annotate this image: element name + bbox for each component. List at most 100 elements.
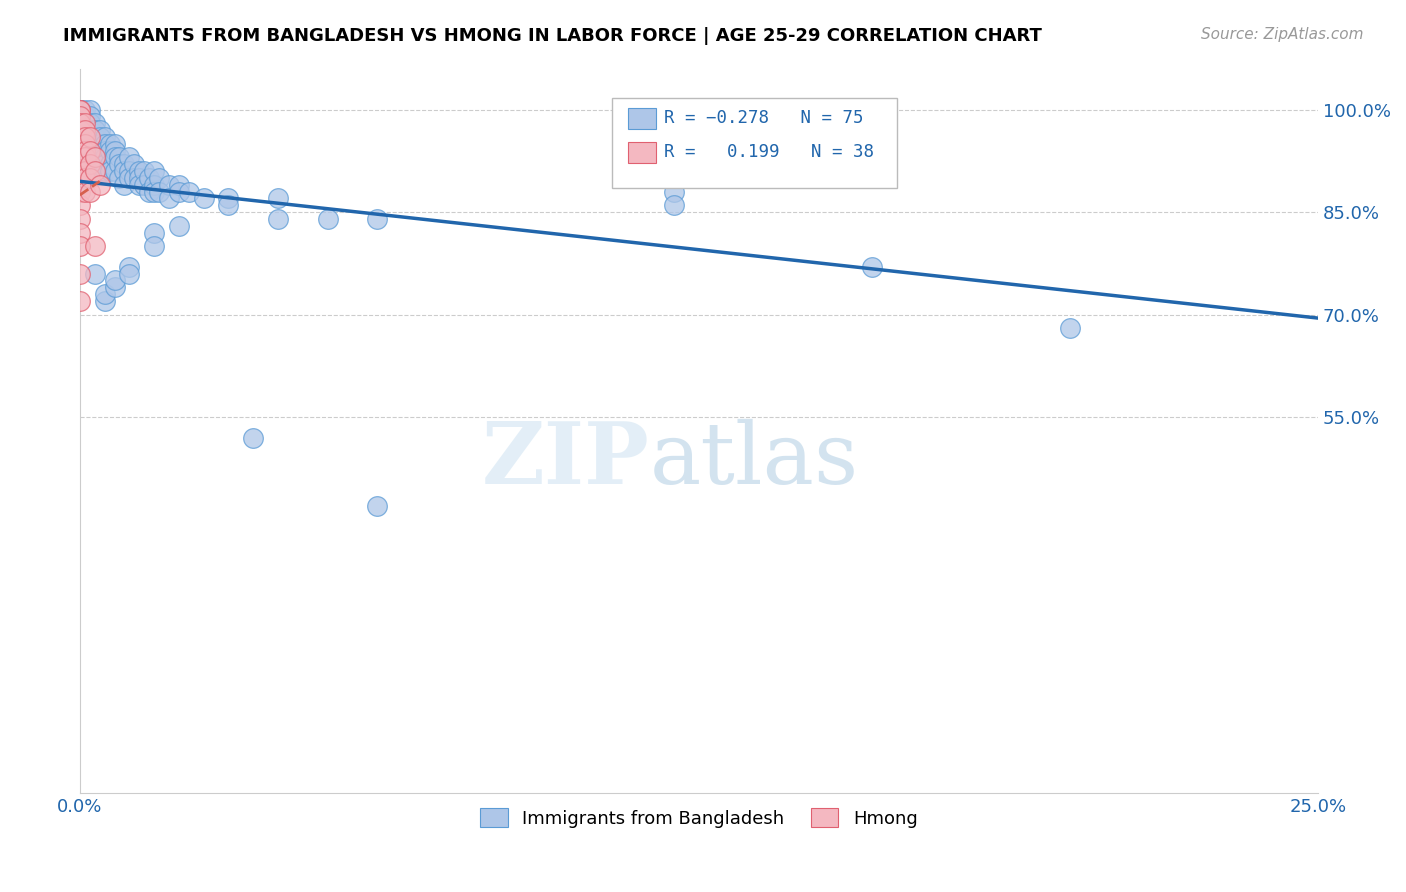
Point	[664, 198, 686, 212]
Point	[79, 150, 101, 164]
Bar	[628, 109, 655, 128]
Text: R = −0.278   N = 75: R = −0.278 N = 75	[664, 109, 863, 127]
Point	[83, 123, 105, 137]
Point	[73, 144, 96, 158]
Bar	[628, 143, 655, 162]
Text: IMMIGRANTS FROM BANGLADESH VS HMONG IN LABOR FORCE | AGE 25-29 CORRELATION CHART: IMMIGRANTS FROM BANGLADESH VS HMONG IN L…	[63, 27, 1042, 45]
Point	[83, 144, 105, 158]
Point	[69, 144, 91, 158]
Point	[148, 170, 170, 185]
Point	[93, 293, 115, 308]
Point	[143, 164, 166, 178]
Text: Source: ZipAtlas.com: Source: ZipAtlas.com	[1201, 27, 1364, 42]
Point	[89, 150, 111, 164]
Point	[167, 219, 190, 233]
Point	[118, 260, 141, 274]
Point	[316, 211, 339, 226]
Point	[73, 185, 96, 199]
Point	[242, 431, 264, 445]
Point	[69, 109, 91, 123]
Point	[148, 185, 170, 199]
Point	[73, 164, 96, 178]
Point	[134, 164, 156, 178]
Point	[69, 185, 91, 199]
Point	[69, 157, 91, 171]
Point	[103, 144, 125, 158]
Point	[108, 150, 131, 164]
Point	[134, 178, 156, 192]
Point	[69, 103, 91, 117]
Point	[157, 178, 180, 192]
Point	[73, 129, 96, 144]
Point	[118, 150, 141, 164]
Point	[79, 157, 101, 171]
Point	[103, 280, 125, 294]
Point	[83, 136, 105, 151]
Point	[79, 116, 101, 130]
FancyBboxPatch shape	[613, 97, 897, 188]
Point	[83, 164, 105, 178]
Point	[157, 191, 180, 205]
Point	[217, 191, 239, 205]
Point	[79, 103, 101, 117]
Point	[108, 170, 131, 185]
Point	[217, 198, 239, 212]
Point	[128, 178, 150, 192]
Point	[69, 123, 91, 137]
Point	[83, 150, 105, 164]
Point	[73, 170, 96, 185]
Point	[69, 198, 91, 212]
Point	[366, 211, 388, 226]
Point	[73, 129, 96, 144]
Point	[69, 267, 91, 281]
Point	[124, 157, 146, 171]
Point	[103, 273, 125, 287]
Point	[114, 164, 136, 178]
Point	[69, 116, 91, 130]
Point	[83, 239, 105, 253]
Point	[114, 157, 136, 171]
Point	[89, 136, 111, 151]
Point	[366, 499, 388, 513]
Point	[89, 123, 111, 137]
Point	[93, 144, 115, 158]
Point	[143, 185, 166, 199]
Point	[89, 164, 111, 178]
Point	[103, 150, 125, 164]
Point	[93, 150, 115, 164]
Point	[79, 136, 101, 151]
Point	[118, 170, 141, 185]
Point	[79, 144, 101, 158]
Point	[79, 129, 101, 144]
Point	[79, 185, 101, 199]
Point	[167, 178, 190, 192]
Point	[114, 178, 136, 192]
Point	[73, 116, 96, 130]
Point	[103, 164, 125, 178]
Point	[267, 191, 290, 205]
Point	[69, 103, 91, 117]
Point	[79, 123, 101, 137]
Point	[98, 164, 121, 178]
Point	[128, 170, 150, 185]
Point	[143, 239, 166, 253]
Point	[267, 211, 290, 226]
Point	[69, 164, 91, 178]
Point	[89, 129, 111, 144]
Point	[69, 103, 91, 117]
Point	[69, 293, 91, 308]
Point	[98, 144, 121, 158]
Point	[118, 267, 141, 281]
Point	[664, 185, 686, 199]
Point	[93, 129, 115, 144]
Text: R =   0.199   N = 38: R = 0.199 N = 38	[664, 143, 875, 161]
Point	[69, 136, 91, 151]
Point	[73, 123, 96, 137]
Point	[83, 150, 105, 164]
Point	[83, 157, 105, 171]
Point	[69, 211, 91, 226]
Point	[69, 239, 91, 253]
Point	[79, 109, 101, 123]
Point	[167, 185, 190, 199]
Point	[89, 144, 111, 158]
